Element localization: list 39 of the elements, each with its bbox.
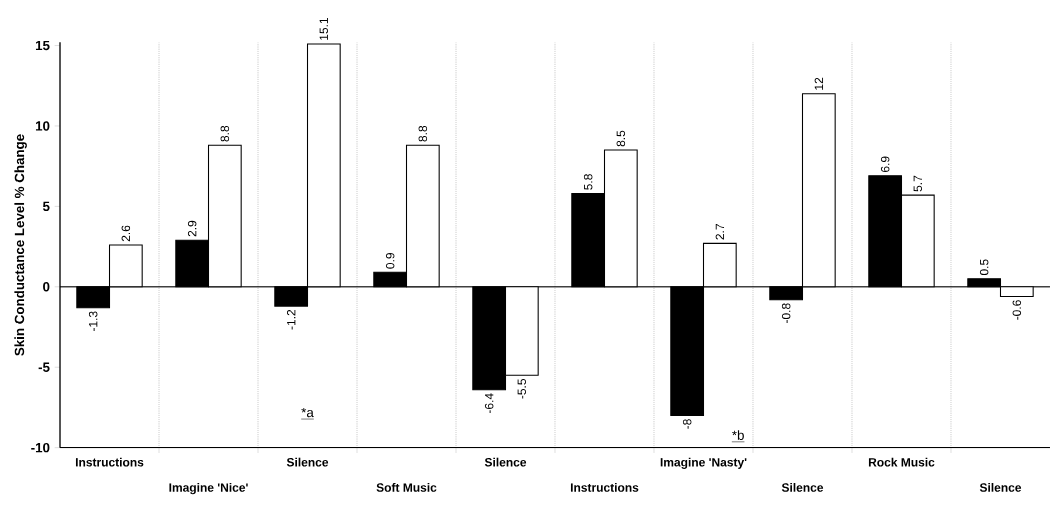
data-label: -5.5	[517, 378, 527, 399]
annotation: *a	[301, 407, 314, 418]
y-tick-label: -5	[38, 362, 50, 372]
y-tick-label: 0	[43, 282, 50, 292]
annotation: *b	[732, 430, 744, 440]
data-label: 8.5	[616, 130, 626, 147]
y-tick-label: -10	[31, 442, 50, 453]
y-tick-label: 5	[42, 201, 50, 212]
data-label: 12	[814, 77, 824, 90]
data-label: -1.2	[286, 309, 296, 330]
data-label: -1.3	[88, 311, 98, 332]
data-label: 8.8	[220, 125, 230, 142]
data-label: 2.7	[715, 224, 725, 240]
data-label: 2.9	[187, 220, 197, 237]
data-label: 0.5	[979, 259, 989, 276]
data-label: -0.6	[1012, 300, 1022, 320]
data-label: 5.7	[913, 175, 923, 192]
x-tick-label: Imagine 'Nice'	[169, 483, 248, 495]
x-tick-label: Soft Music	[376, 483, 437, 492]
x-tick-label: Silence	[979, 483, 1022, 492]
data-label: 8.8	[418, 125, 428, 142]
x-tick-label: Silence	[781, 483, 824, 492]
y-tick-label: 15	[35, 40, 50, 51]
y-axis-title: Skin Conductance Level % Change	[14, 134, 27, 356]
x-tick-label: Rock Music	[868, 457, 935, 467]
data-label: -8	[682, 419, 692, 429]
data-label: -6.4	[484, 393, 494, 414]
data-label: 15.1	[319, 17, 329, 40]
data-label: 5.8	[583, 174, 593, 190]
data-label: -0.8	[781, 303, 791, 324]
data-label: 0.9	[385, 253, 395, 269]
x-tick-label: Instructions	[75, 457, 144, 467]
x-tick-label: Silence	[286, 457, 329, 467]
y-tick-label: 10	[35, 121, 50, 131]
data-label: 2.6	[121, 225, 131, 242]
data-label: 6.9	[880, 156, 890, 173]
x-tick-label: Imagine 'Nasty'	[660, 457, 747, 469]
x-tick-label: Silence	[484, 457, 527, 467]
x-tick-label: Instructions	[570, 483, 639, 492]
